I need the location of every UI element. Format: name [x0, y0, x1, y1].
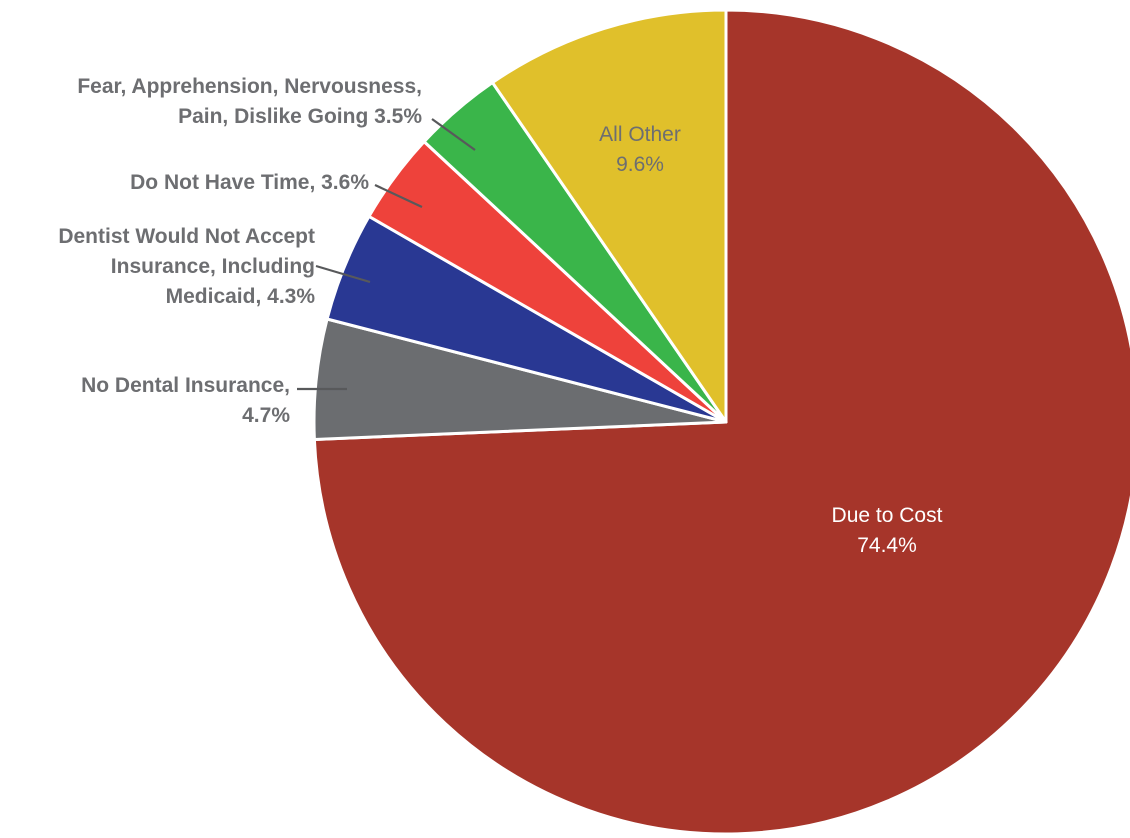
- pie-slice-all-other: [490, 8, 728, 424]
- leader-lines: [297, 118, 476, 391]
- slice-label-line: All Other: [599, 123, 681, 146]
- leader-line-fear-apprehension-nervousness-pain-dislike-going: [431, 118, 476, 151]
- slice-label-due-to-cost: Due to Cost 74.4%: [832, 504, 943, 557]
- slice-label-line: No Dental Insurance,: [81, 374, 290, 397]
- slice-label-no-dental-insurance: No Dental Insurance, 4.7%: [81, 374, 290, 427]
- slice-label-do-not-have-time: Do Not Have Time, 3.6%: [130, 171, 369, 194]
- slice-label-line: 9.6%: [616, 153, 664, 176]
- slice-label-line: Insurance, Including: [111, 255, 315, 278]
- slice-label-fear-apprehension-nervousness-pain-dislike-going: Fear, Apprehension, Nervousness, Pain, Di…: [77, 75, 422, 128]
- slice-labels: Due to Cost 74.4% No Dental Insurance, 4.7%…: [58, 75, 942, 557]
- slice-label-line: Fear, Apprehension, Nervousness,: [77, 75, 422, 98]
- slice-label-line: Medicaid, 4.3%: [166, 285, 316, 308]
- slice-label-line: Due to Cost: [832, 504, 943, 527]
- slice-label-line: 74.4%: [857, 534, 917, 557]
- slice-label-dentist-would-not-accept-insurance-including-medicaid: Dentist Would Not Accept Insurance, Inclu…: [58, 225, 315, 308]
- leader-line-do-not-have-time: [374, 184, 423, 208]
- slice-label-line: Pain, Dislike Going 3.5%: [178, 105, 422, 128]
- leader-line-dentist-would-not-accept-insurance-including-medicaid: [315, 264, 371, 284]
- slice-label-all-other: All Other 9.6%: [599, 123, 681, 176]
- slice-label-line: Do Not Have Time, 3.6%: [130, 171, 369, 194]
- pie-slices: [312, 8, 1130, 836]
- slice-label-line: Dentist Would Not Accept: [58, 225, 315, 248]
- pie-slice-due-to-cost: [312, 8, 1130, 836]
- slice-label-line: 4.7%: [242, 404, 290, 427]
